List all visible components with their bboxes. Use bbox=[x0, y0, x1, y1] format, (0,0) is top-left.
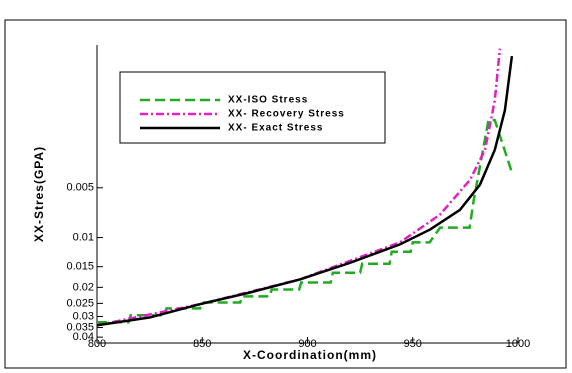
frame bbox=[4, 19, 567, 369]
x-tick-label: 1000 bbox=[506, 338, 530, 350]
x-axis-title: X-Coordination(mm) bbox=[243, 348, 377, 362]
y-tick-label: 0.02 bbox=[73, 281, 94, 293]
y-tick-label: 0.01 bbox=[73, 231, 94, 243]
x-tick-label: 800 bbox=[88, 338, 106, 350]
series-line bbox=[97, 118, 513, 324]
x-tick-label: 850 bbox=[193, 338, 211, 350]
y-tick-label: 0.015 bbox=[66, 261, 94, 273]
legend-label: XX- Exact Stress bbox=[228, 123, 324, 134]
legend-label: XX-ISO Stress bbox=[228, 95, 308, 106]
y-tick-label: 0.035 bbox=[66, 321, 94, 333]
legend-box bbox=[119, 71, 386, 144]
x-tick-label: 900 bbox=[298, 338, 316, 350]
y-tick-label: 0.025 bbox=[66, 297, 94, 309]
legend-label: XX- Recovery Stress bbox=[228, 109, 345, 120]
series-line bbox=[96, 55, 514, 327]
y-tick-label: 0.03 bbox=[73, 310, 94, 322]
x-tick-label: 950 bbox=[404, 338, 422, 350]
y-axis-title: XX-Stres(GPA) bbox=[32, 146, 46, 242]
y-tick-label: 0.04 bbox=[73, 331, 94, 343]
y-tick-label: 0.005 bbox=[66, 182, 94, 194]
